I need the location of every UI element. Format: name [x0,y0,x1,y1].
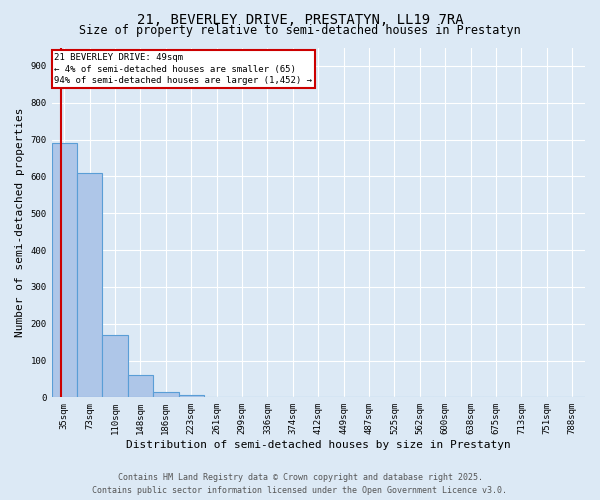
Text: Contains HM Land Registry data © Crown copyright and database right 2025.
Contai: Contains HM Land Registry data © Crown c… [92,474,508,495]
Bar [153,392,179,398]
Text: 21 BEVERLEY DRIVE: 49sqm
← 4% of semi-detached houses are smaller (65)
94% of se: 21 BEVERLEY DRIVE: 49sqm ← 4% of semi-de… [54,52,312,86]
X-axis label: Distribution of semi-detached houses by size in Prestatyn: Distribution of semi-detached houses by … [126,440,511,450]
Bar [204,396,229,398]
Text: 21, BEVERLEY DRIVE, PRESTATYN, LL19 7RA: 21, BEVERLEY DRIVE, PRESTATYN, LL19 7RA [137,12,463,26]
Bar [52,143,77,398]
Bar [179,396,204,398]
Bar [77,172,103,398]
Y-axis label: Number of semi-detached properties: Number of semi-detached properties [15,108,25,337]
Bar [128,375,153,398]
Bar [103,334,128,398]
Text: Size of property relative to semi-detached houses in Prestatyn: Size of property relative to semi-detach… [79,24,521,37]
